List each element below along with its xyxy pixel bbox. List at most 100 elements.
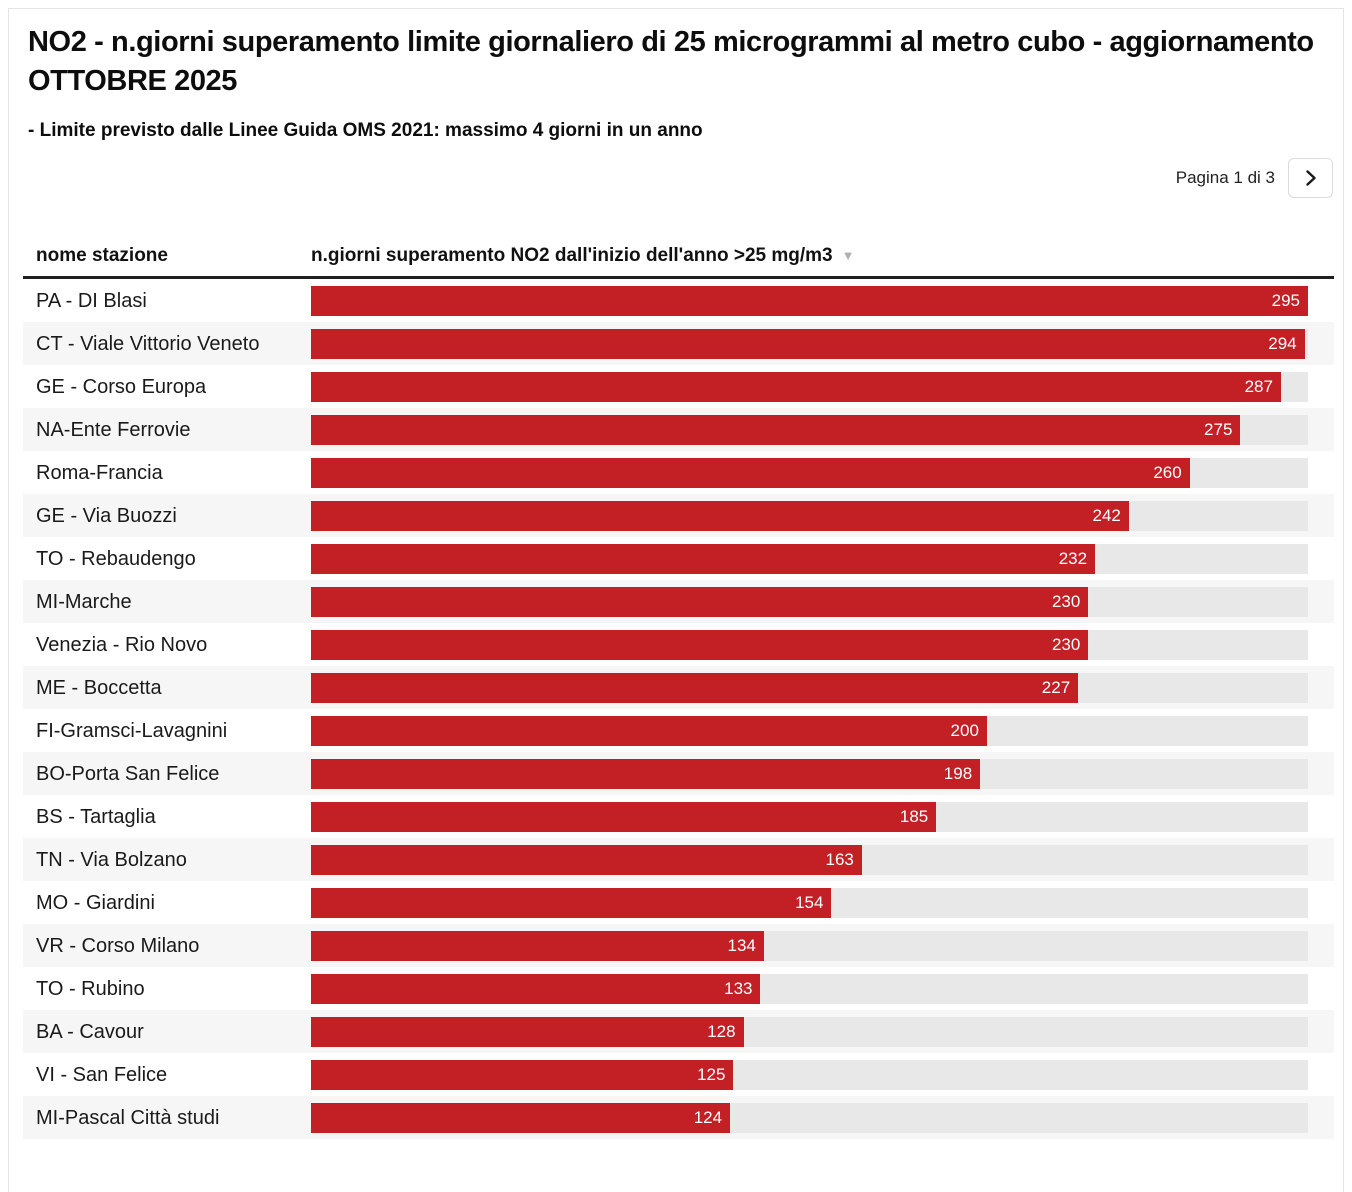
station-name: VR - Corso Milano <box>36 934 200 957</box>
chart-card: NO2 - n.giorni superamento limite giorna… <box>8 8 1344 1192</box>
station-name: CT - Viale Vittorio Veneto <box>36 332 260 355</box>
value-bar: 198 <box>311 758 981 789</box>
table-row: VR - Corso Milano 134 <box>23 924 1334 967</box>
station-name: VI - San Felice <box>36 1063 168 1086</box>
bar-track: 163 <box>311 844 1308 875</box>
bar-cell: 133 <box>311 973 1334 1004</box>
bar-cell: 287 <box>311 371 1334 402</box>
chart-title: NO2 - n.giorni superamento limite giorna… <box>28 26 1314 97</box>
sort-desc-icon: ▼ <box>841 248 855 263</box>
table-row: FI-Gramsci-Lavagnini 200 <box>23 709 1334 752</box>
bar-cell: 232 <box>311 543 1334 574</box>
station-name: MO - Giardini <box>36 891 155 914</box>
value-bar: 200 <box>311 715 987 746</box>
bar-cell: 185 <box>311 801 1334 832</box>
bar-value-label: 242 <box>1092 505 1121 525</box>
value-bar: 124 <box>311 1102 731 1133</box>
value-bar: 227 <box>311 672 1079 703</box>
station-name: GE - Corso Europa <box>36 375 207 398</box>
bar-track: 294 <box>311 328 1308 359</box>
bar-cell: 230 <box>311 629 1334 660</box>
bar-value-label: 287 <box>1244 376 1273 396</box>
value-bar: 287 <box>311 371 1281 402</box>
bar-track: 133 <box>311 973 1308 1004</box>
table-row: BA - Cavour 128 <box>23 1010 1334 1053</box>
table-row: TO - Rubino 133 <box>23 967 1334 1010</box>
bar-track: 275 <box>311 414 1308 445</box>
table-row: Roma-Francia 260 <box>23 451 1334 494</box>
station-name: TO - Rebaudengo <box>36 547 196 570</box>
bar-cell: 134 <box>311 930 1334 961</box>
value-bar: 154 <box>311 887 832 918</box>
station-name: Roma-Francia <box>36 461 163 484</box>
bar-track: 242 <box>311 500 1308 531</box>
next-page-button[interactable] <box>1288 158 1333 198</box>
bar-value-label: 133 <box>724 978 753 998</box>
table-row: TO - Rebaudengo 232 <box>23 537 1334 580</box>
bar-cell: 163 <box>311 844 1334 875</box>
table-row: VI - San Felice 125 <box>23 1053 1334 1096</box>
bar-track: 227 <box>311 672 1308 703</box>
bar-value-label: 294 <box>1268 333 1297 353</box>
bar-value-label: 230 <box>1051 591 1081 611</box>
bar-value-label: 163 <box>825 849 854 869</box>
station-name: GE - Via Buozzi <box>36 504 177 527</box>
bar-track: 198 <box>311 758 1308 789</box>
bar-cell: 242 <box>311 500 1334 531</box>
station-name: MI-Pascal Città studi <box>36 1106 220 1129</box>
table-row: MI-Pascal Città studi 124 <box>23 1096 1334 1139</box>
value-bar: 295 <box>311 285 1308 316</box>
bar-value-label: 232 <box>1058 548 1088 568</box>
value-bar: 185 <box>311 801 937 832</box>
bar-value-label: 295 <box>1271 290 1300 310</box>
bar-track: 134 <box>311 930 1308 961</box>
value-bar: 230 <box>311 629 1089 660</box>
value-bar: 232 <box>311 543 1096 574</box>
table-row: PA - DI Blasi 295 <box>23 279 1334 322</box>
bar-cell: 295 <box>311 285 1334 316</box>
bar-value-label: 227 <box>1041 677 1071 697</box>
bar-track: 124 <box>311 1102 1308 1133</box>
pagination-label: Pagina 1 di 3 <box>1175 168 1275 187</box>
bar-cell: 128 <box>311 1016 1334 1047</box>
bar-value-label: 185 <box>899 806 929 826</box>
table-row: Venezia - Rio Novo 230 <box>23 623 1334 666</box>
bar-track: 295 <box>311 285 1308 316</box>
table-row: GE - Via Buozzi 242 <box>23 494 1334 537</box>
table-row: BO-Porta San Felice 198 <box>23 752 1334 795</box>
bar-cell: 124 <box>311 1102 1334 1133</box>
bar-track: 128 <box>311 1016 1308 1047</box>
station-name: ME - Boccetta <box>36 676 162 699</box>
column-header-station[interactable]: nome stazione <box>36 244 168 266</box>
station-name: MI-Marche <box>36 590 132 613</box>
bar-value-label: 275 <box>1204 419 1233 439</box>
bar-track: 185 <box>311 801 1308 832</box>
value-bar: 294 <box>311 328 1305 359</box>
stations-table: nome stazione n.giorni superamento NO2 d… <box>23 235 1334 1139</box>
bar-value-label: 124 <box>693 1107 723 1127</box>
column-header-value-label: n.giorni superamento NO2 dall'inizio del… <box>311 244 833 266</box>
value-bar: 133 <box>311 973 761 1004</box>
value-bar: 128 <box>311 1016 744 1047</box>
bar-track: 232 <box>311 543 1308 574</box>
bar-value-label: 200 <box>950 720 979 740</box>
table-row: BS - Tartaglia 185 <box>23 795 1334 838</box>
bar-cell: 275 <box>311 414 1334 445</box>
bar-track: 287 <box>311 371 1308 402</box>
table-body: PA - DI Blasi 295 CT - Viale Vittorio Ve… <box>23 279 1334 1139</box>
station-name: PA - DI Blasi <box>36 289 147 312</box>
bar-cell: 200 <box>311 715 1334 746</box>
station-name: BA - Cavour <box>36 1020 144 1043</box>
bar-cell: 198 <box>311 758 1334 789</box>
chart-subtitle: - Limite previsto dalle Linee Guida OMS … <box>28 120 703 141</box>
bar-cell: 294 <box>311 328 1334 359</box>
column-header-value[interactable]: n.giorni superamento NO2 dall'inizio del… <box>311 245 1334 267</box>
table-row: CT - Viale Vittorio Veneto 294 <box>23 322 1334 365</box>
bar-value-label: 198 <box>943 763 973 783</box>
table-row: MI-Marche 230 <box>23 580 1334 623</box>
bar-value-label: 260 <box>1153 462 1182 482</box>
table-header-row: nome stazione n.giorni superamento NO2 d… <box>23 235 1334 279</box>
bar-value-label: 128 <box>707 1021 736 1041</box>
bar-value-label: 134 <box>727 935 756 955</box>
value-bar: 242 <box>311 500 1129 531</box>
